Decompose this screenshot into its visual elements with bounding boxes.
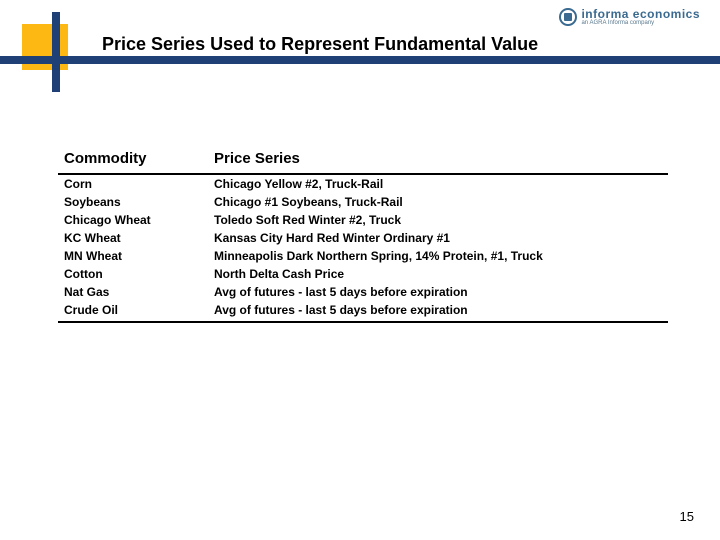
page-number: 15 xyxy=(680,509,694,524)
cell-series: Chicago #1 Soybeans, Truck-Rail xyxy=(208,193,668,211)
cell-series: North Delta Cash Price xyxy=(208,265,668,283)
cell-commodity: Cotton xyxy=(58,265,208,283)
table-row: Nat Gas Avg of futures - last 5 days bef… xyxy=(58,283,668,301)
cell-series: Minneapolis Dark Northern Spring, 14% Pr… xyxy=(208,247,668,265)
cell-commodity: Soybeans xyxy=(58,193,208,211)
price-series-table: Commodity Price Series Corn Chicago Yell… xyxy=(58,146,668,323)
table-row: Cotton North Delta Cash Price xyxy=(58,265,668,283)
brand-logo-text: informa economics an AGRA Informa compan… xyxy=(581,8,700,26)
table-row: Crude Oil Avg of futures - last 5 days b… xyxy=(58,301,668,322)
cell-commodity: Corn xyxy=(58,174,208,193)
table-row: Soybeans Chicago #1 Soybeans, Truck-Rail xyxy=(58,193,668,211)
cell-commodity: KC Wheat xyxy=(58,229,208,247)
cell-series: Avg of futures - last 5 days before expi… xyxy=(208,283,668,301)
table-row: Chicago Wheat Toledo Soft Red Winter #2,… xyxy=(58,211,668,229)
cell-series: Toledo Soft Red Winter #2, Truck xyxy=(208,211,668,229)
cell-commodity: Crude Oil xyxy=(58,301,208,322)
decor-vertical-bar xyxy=(52,12,60,92)
table-header-row: Commodity Price Series xyxy=(58,146,668,174)
cell-commodity: Chicago Wheat xyxy=(58,211,208,229)
column-header-commodity: Commodity xyxy=(58,146,208,174)
cell-commodity: MN Wheat xyxy=(58,247,208,265)
globe-icon xyxy=(559,8,577,26)
cell-commodity: Nat Gas xyxy=(58,283,208,301)
table-row: MN Wheat Minneapolis Dark Northern Sprin… xyxy=(58,247,668,265)
cell-series: Kansas City Hard Red Winter Ordinary #1 xyxy=(208,229,668,247)
price-series-table-container: Commodity Price Series Corn Chicago Yell… xyxy=(58,146,668,323)
brand-logo: informa economics an AGRA Informa compan… xyxy=(559,8,700,26)
table-row: Corn Chicago Yellow #2, Truck-Rail xyxy=(58,174,668,193)
cell-series: Chicago Yellow #2, Truck-Rail xyxy=(208,174,668,193)
decor-horizontal-bar xyxy=(0,56,720,64)
brand-logo-sub: an AGRA Informa company xyxy=(581,20,700,26)
brand-logo-main: informa economics xyxy=(581,8,700,20)
column-header-series: Price Series xyxy=(208,146,668,174)
table-row: KC Wheat Kansas City Hard Red Winter Ord… xyxy=(58,229,668,247)
page-title: Price Series Used to Represent Fundament… xyxy=(98,34,542,55)
cell-series: Avg of futures - last 5 days before expi… xyxy=(208,301,668,322)
